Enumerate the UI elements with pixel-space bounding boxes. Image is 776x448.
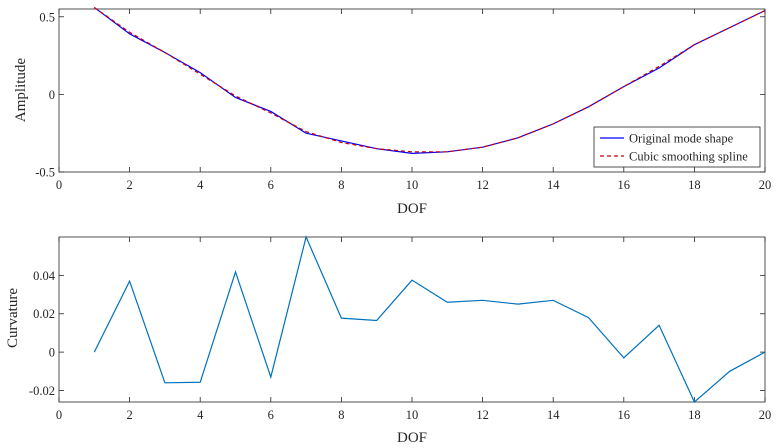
curvature-x-tick-label: 6 bbox=[268, 408, 274, 422]
curvature-y-axis-label: Curvature bbox=[5, 288, 21, 348]
amplitude-series-line-0 bbox=[93, 6, 766, 154]
amplitude-x-tick-label: 10 bbox=[406, 178, 419, 192]
curvature-y-tick-label: -0.02 bbox=[29, 384, 55, 398]
amplitude-x-tick-label: 2 bbox=[126, 178, 132, 192]
curvature-axes-box bbox=[58, 236, 766, 403]
curvature-x-tick-label: 18 bbox=[688, 408, 701, 422]
curvature-x-tick-label: 12 bbox=[476, 408, 489, 422]
legend-label-spline: Cubic smoothing spline bbox=[629, 150, 748, 164]
amplitude-x-tick-label: 20 bbox=[759, 178, 772, 192]
amplitude-x-tick-label: 16 bbox=[618, 178, 631, 192]
amplitude-y-axis-label: Amplitude bbox=[13, 58, 29, 123]
amplitude-x-tick-label: 6 bbox=[268, 178, 274, 192]
amplitude-x-tick-label: 14 bbox=[547, 178, 560, 192]
curvature-x-tick-label: 14 bbox=[547, 408, 560, 422]
amplitude-x-tick-label: 12 bbox=[476, 178, 489, 192]
legend-box bbox=[593, 126, 761, 168]
amplitude-x-tick-label: 4 bbox=[197, 178, 204, 192]
amplitude-series-line-1 bbox=[93, 6, 766, 153]
amplitude-x-tick-label: 0 bbox=[56, 178, 62, 192]
curvature-x-tick-label: 0 bbox=[56, 408, 62, 422]
legend-label-original: Original mode shape bbox=[629, 132, 734, 146]
curvature-x-tick-label: 16 bbox=[618, 408, 631, 422]
amplitude-legend: Original mode shape Cubic smoothing spli… bbox=[593, 126, 761, 168]
amplitude-y-tick-label: 0.5 bbox=[39, 10, 55, 24]
curvature-series-line-0 bbox=[93, 235, 766, 403]
amplitude-x-axis-label: DOF bbox=[397, 201, 427, 217]
amplitude-y-tick-label: 0 bbox=[49, 88, 55, 102]
amplitude-ticks: 0 2 4 6 8 10 12 14 16 18 20-0.500.5 bbox=[35, 9, 771, 192]
curvature-x-tick-label: 20 bbox=[759, 408, 772, 422]
curvature-x-tick-label: 10 bbox=[406, 408, 419, 422]
curvature-y-tick-label: 0.04 bbox=[33, 269, 56, 283]
curvature-y-tick-label: 0 bbox=[49, 346, 55, 360]
curvature-y-tick-label: 0.02 bbox=[33, 307, 55, 321]
amplitude-series-layer bbox=[93, 6, 766, 154]
curvature-x-tick-label: 4 bbox=[197, 408, 204, 422]
amplitude-plot: 0 2 4 6 8 10 12 14 16 18 20-0.500.5 DOF Amplitude … bbox=[13, 6, 771, 217]
amplitude-x-tick-label: 18 bbox=[688, 178, 701, 192]
curvature-x-tick-label: 8 bbox=[338, 408, 344, 422]
curvature-x-tick-label: 2 bbox=[126, 408, 132, 422]
amplitude-y-tick-label: -0.5 bbox=[35, 166, 55, 180]
curvature-series-layer bbox=[93, 235, 766, 403]
amplitude-x-tick-label: 8 bbox=[338, 178, 344, 192]
curvature-x-axis-label: DOF bbox=[397, 430, 427, 446]
